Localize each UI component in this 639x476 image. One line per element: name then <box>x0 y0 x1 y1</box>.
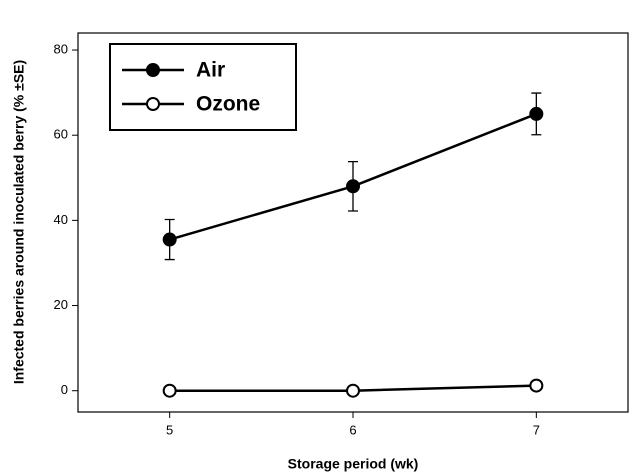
y-tick-label: 40 <box>54 212 68 227</box>
legend-label: Ozone <box>196 93 260 116</box>
legend-marker <box>146 97 160 111</box>
x-tick-label: 7 <box>533 422 540 437</box>
y-tick-label: 80 <box>54 41 68 56</box>
legend-marker <box>146 63 160 77</box>
y-tick-label: 60 <box>54 127 68 142</box>
marker <box>162 232 177 247</box>
legend-label: Air <box>196 59 225 82</box>
y-tick-label: 0 <box>61 382 68 397</box>
marker <box>529 106 544 121</box>
y-axis-title: Infected berries around inoculated berry… <box>11 60 27 384</box>
marker <box>346 383 360 398</box>
x-tick-label: 6 <box>349 422 356 437</box>
y-tick-label: 20 <box>54 297 68 312</box>
marker <box>529 378 544 393</box>
marker <box>346 179 360 194</box>
legend-box <box>109 43 297 131</box>
marker <box>162 383 177 398</box>
x-axis-title: Storage period (wk) <box>288 456 419 472</box>
x-tick-label: 5 <box>166 422 173 437</box>
